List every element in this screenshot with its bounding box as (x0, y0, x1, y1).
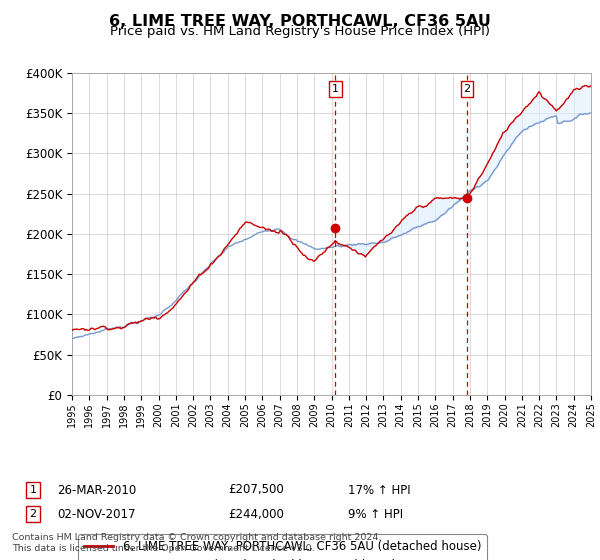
Text: £207,500: £207,500 (228, 483, 284, 497)
Text: 9% ↑ HPI: 9% ↑ HPI (348, 507, 403, 521)
Text: 2: 2 (464, 84, 470, 94)
Text: 1: 1 (332, 84, 339, 94)
Text: This data is licensed under the Open Government Licence v3.0.: This data is licensed under the Open Gov… (12, 544, 314, 553)
Text: £244,000: £244,000 (228, 507, 284, 521)
Text: 02-NOV-2017: 02-NOV-2017 (57, 507, 136, 521)
Legend: 6, LIME TREE WAY, PORTHCAWL, CF36 5AU (detached house), HPI: Average price, deta: 6, LIME TREE WAY, PORTHCAWL, CF36 5AU (d… (78, 534, 487, 560)
Text: 26-MAR-2010: 26-MAR-2010 (57, 483, 136, 497)
Text: 17% ↑ HPI: 17% ↑ HPI (348, 483, 410, 497)
Text: 1: 1 (29, 485, 37, 495)
Text: Contains HM Land Registry data © Crown copyright and database right 2024.: Contains HM Land Registry data © Crown c… (12, 533, 382, 542)
Text: Price paid vs. HM Land Registry's House Price Index (HPI): Price paid vs. HM Land Registry's House … (110, 25, 490, 38)
Text: 2: 2 (29, 509, 37, 519)
Text: 6, LIME TREE WAY, PORTHCAWL, CF36 5AU: 6, LIME TREE WAY, PORTHCAWL, CF36 5AU (109, 14, 491, 29)
